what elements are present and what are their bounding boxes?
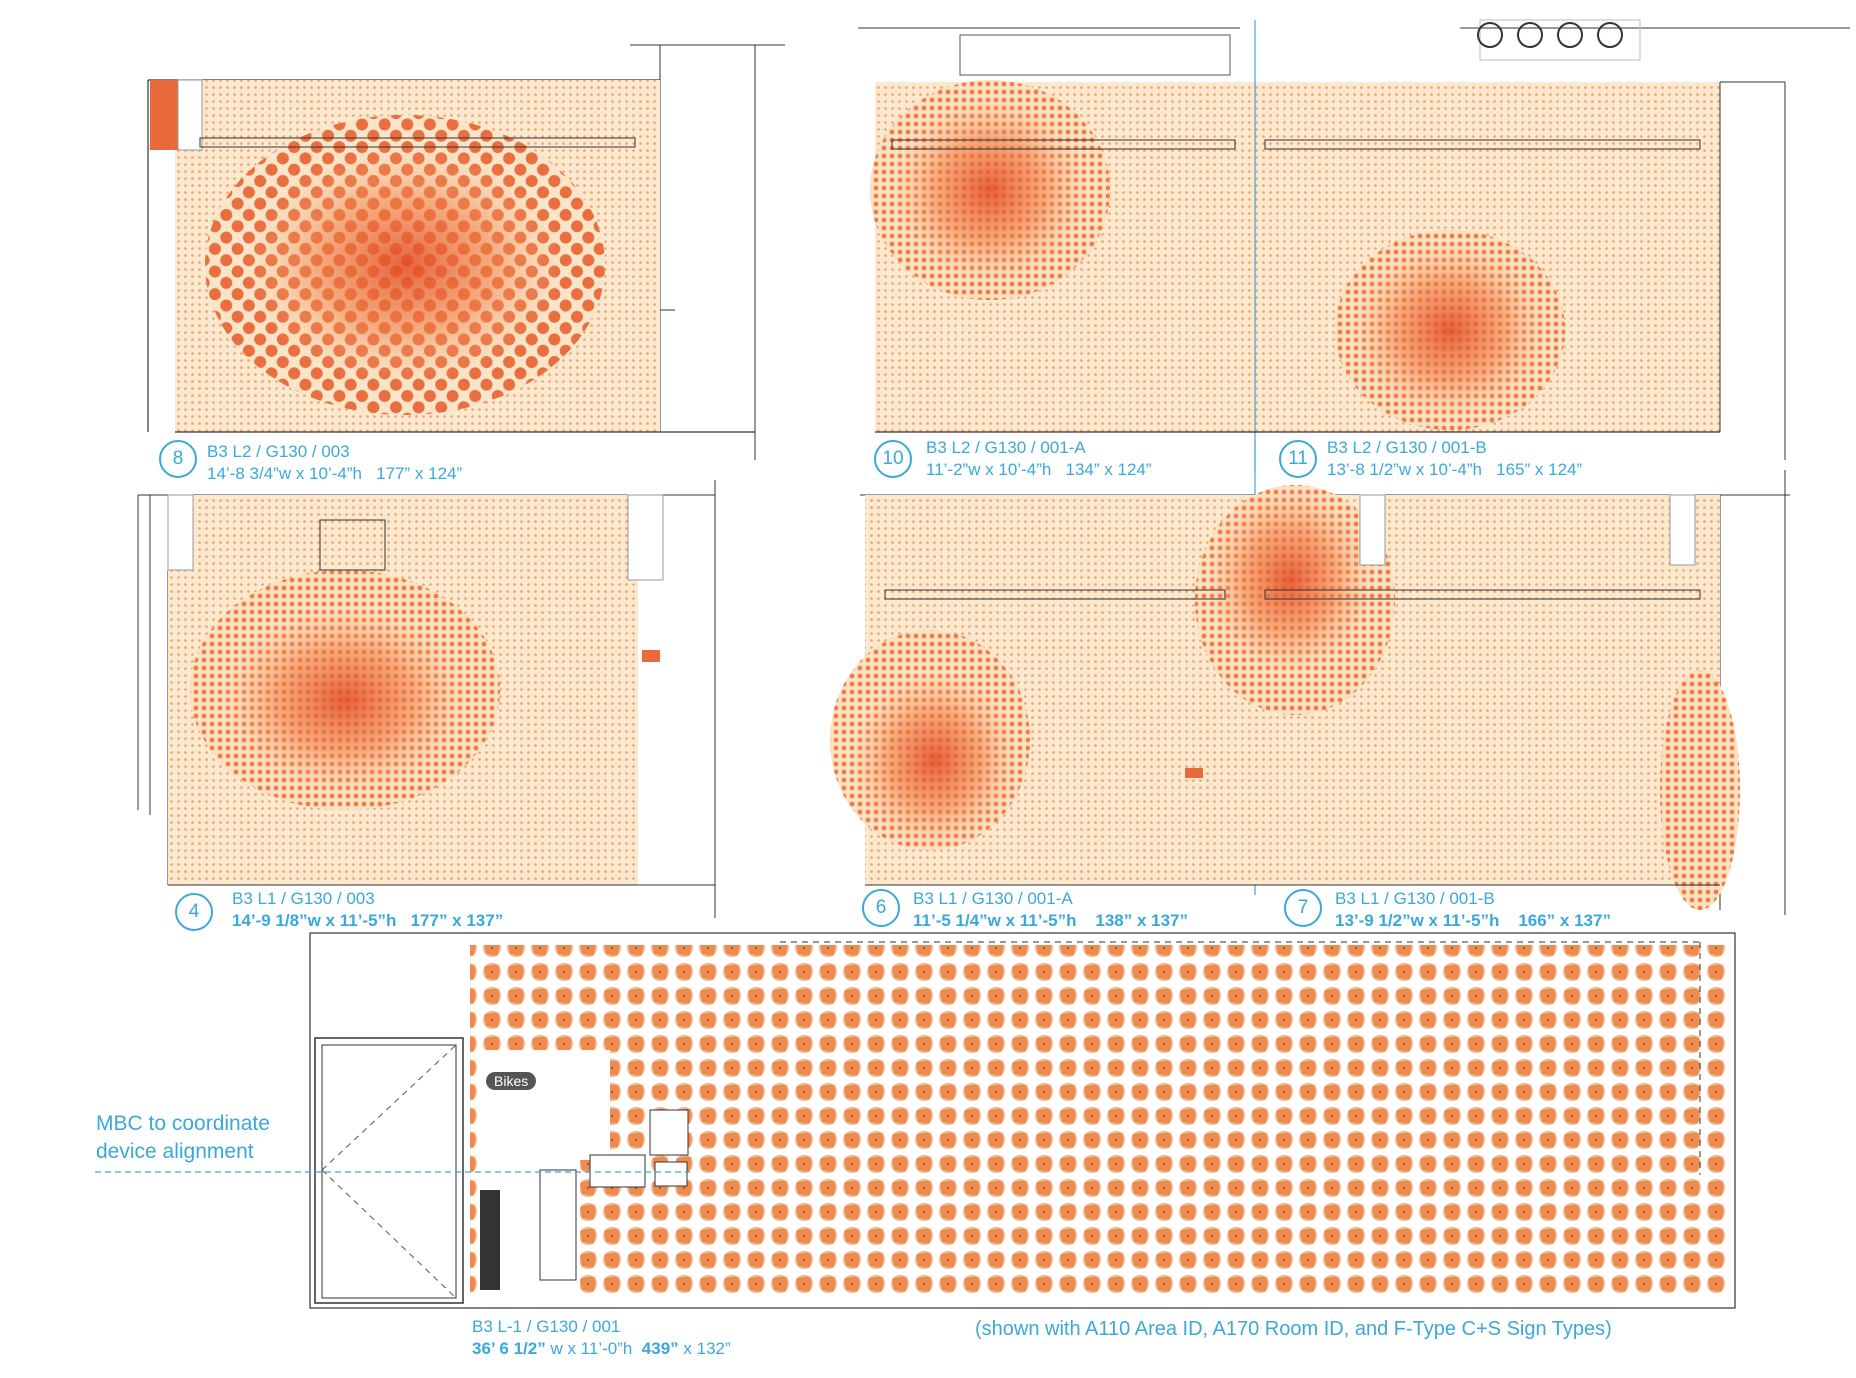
- coordination-note: MBC to coordinate device alignment: [96, 1110, 270, 1166]
- panel-label-8: B3 L2 / G130 / 003 14’-8 3/4”w x 10’-4”h…: [207, 441, 462, 485]
- coordination-note-line1: MBC to coordinate: [96, 1112, 270, 1135]
- bottom-panel-width-in: 439”: [641, 1339, 679, 1358]
- panel-label-8-inches: 177” x 124”: [361, 464, 463, 483]
- bottom-panel-width-ft: 36’ 6 1/2”: [472, 1339, 546, 1358]
- panel-6-7-elevation: [830, 470, 1790, 915]
- panel-8-elevation: [147, 44, 785, 460]
- panel-label-11-inches: 165” x 124”: [1481, 460, 1583, 479]
- panel-4-elevation: [137, 480, 716, 918]
- bottom-panel-label: B3 L-1 / G130 / 001 36’ 6 1/2” w x 11’-0…: [472, 1316, 731, 1360]
- panel-badge-8: 8: [159, 440, 197, 478]
- panel-label-4-line1: B3 L1 / G130 / 003: [232, 889, 375, 908]
- panel-label-7-size: 13’-9 1/2”w x 11’-5”h: [1335, 911, 1500, 930]
- bikes-sign: Bikes: [486, 1072, 537, 1090]
- panel-label-11: B3 L2 / G130 / 001-B 13’-8 1/2”w x 10’-4…: [1327, 437, 1582, 481]
- panel-label-7: B3 L1 / G130 / 001-B 13’-9 1/2”w x 11’-5…: [1335, 888, 1611, 932]
- bottom-panel-elevation: [95, 932, 1736, 1309]
- panel-badge-4: 4: [175, 893, 213, 931]
- panel-label-6-size: 11’-5 1/4”w x 11’-5”h: [913, 911, 1077, 930]
- panel-label-7-line1: B3 L1 / G130 / 001-B: [1335, 889, 1495, 908]
- bottom-panel-height-in: x 132”: [678, 1339, 731, 1358]
- sign-types-footnote: (shown with A110 Area ID, A170 Room ID, …: [975, 1318, 1612, 1340]
- panel-label-8-size: 14’-8 3/4”w x 10’-4”h: [207, 464, 362, 483]
- bottom-panel-label-line1: B3 L-1 / G130 / 001: [472, 1317, 621, 1336]
- panel-label-10-line1: B3 L2 / G130 / 001-A: [926, 438, 1086, 457]
- panel-label-10-inches: 134” x 124”: [1051, 460, 1152, 479]
- panel-badge-10: 10: [874, 440, 912, 478]
- bottom-panel-width-mid: w x 11’-0”h: [545, 1339, 642, 1358]
- panel-label-10: B3 L2 / G130 / 001-A 11’-2”w x 10’-4”h 1…: [926, 437, 1152, 481]
- panel-label-11-line1: B3 L2 / G130 / 001-B: [1327, 438, 1487, 457]
- panel-label-8-line1: B3 L2 / G130 / 003: [207, 442, 350, 461]
- panel-label-10-size: 11’-2”w x 10’-4”h: [926, 460, 1052, 479]
- panel-badge-6: 6: [862, 889, 900, 927]
- panel-badge-7: 7: [1284, 889, 1322, 927]
- coordination-note-line2: device alignment: [96, 1140, 254, 1163]
- panel-label-4-inches: 177” x 137”: [396, 911, 504, 930]
- panel-badge-11: 11: [1279, 440, 1317, 478]
- panel-label-7-inches: 166” x 137”: [1499, 911, 1611, 930]
- panel-label-4-size: 14’-9 1/8”w x 11’-5”h: [232, 911, 397, 930]
- panel-10-11-elevation: [858, 19, 1850, 895]
- panel-label-4: B3 L1 / G130 / 003 14’-9 1/8”w x 11’-5”h…: [232, 888, 503, 932]
- panel-label-6-line1: B3 L1 / G130 / 001-A: [913, 889, 1073, 908]
- panel-label-6-inches: 138” x 137”: [1076, 911, 1189, 930]
- panel-label-11-size: 13’-8 1/2”w x 10’-4”h: [1327, 460, 1482, 479]
- panel-label-6: B3 L1 / G130 / 001-A 11’-5 1/4”w x 11’-5…: [913, 888, 1188, 932]
